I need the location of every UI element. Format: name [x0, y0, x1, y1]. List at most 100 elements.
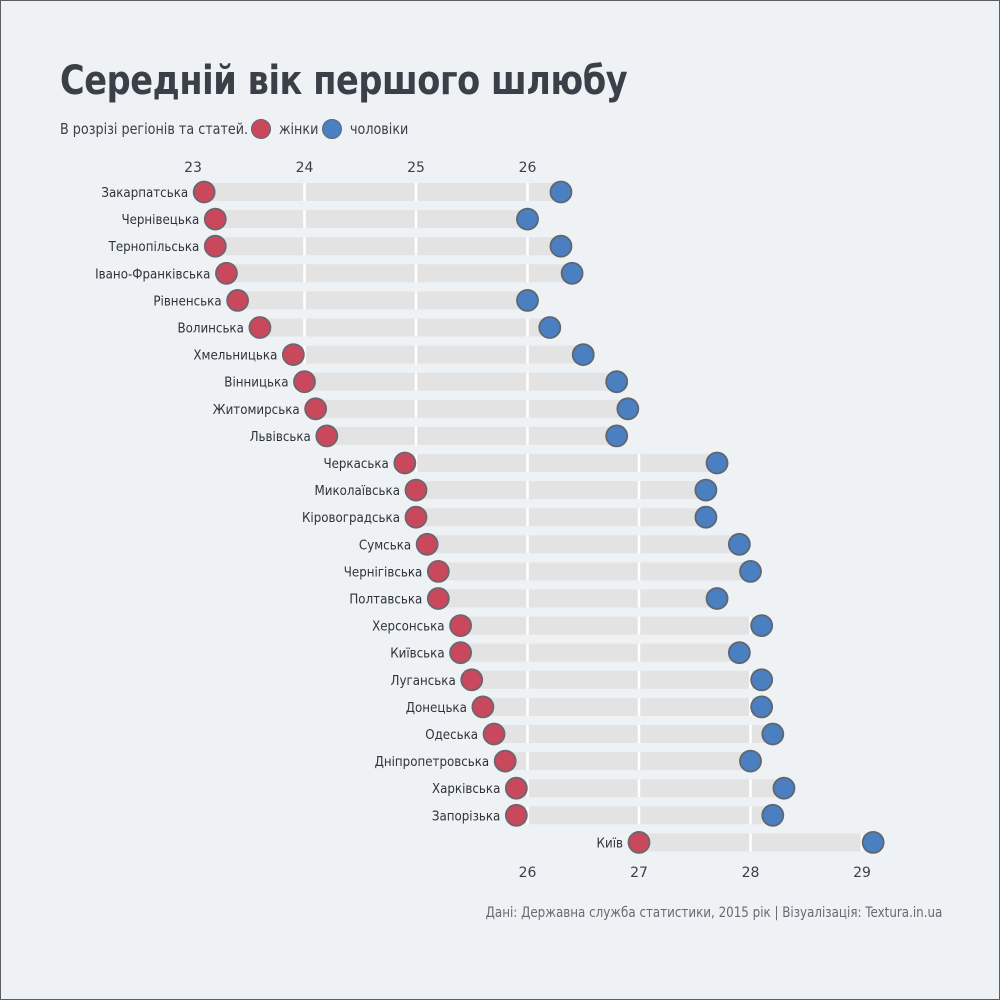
women-dot: [504, 776, 528, 800]
range-bar: [516, 779, 784, 798]
men-dot: [772, 776, 796, 800]
range-bar: [304, 372, 617, 391]
region-label: Волинська: [177, 320, 243, 336]
women-dot: [226, 288, 250, 312]
men-dot: [861, 831, 885, 854]
range-bar: [215, 237, 561, 256]
women-dot: [404, 478, 428, 502]
region-label: Закарпатська: [101, 184, 188, 200]
range-bar: [259, 318, 550, 337]
range-bar: [438, 562, 751, 581]
bottom-axis-tick: 29: [853, 865, 871, 881]
region-label: Тернопільська: [108, 238, 200, 254]
range-bar: [315, 399, 628, 418]
range-bar: [494, 725, 773, 743]
range-bar: [215, 210, 528, 229]
bottom-axis-tick: 26: [519, 865, 537, 881]
legend-item-women: жінки: [251, 119, 325, 139]
range-bar: [427, 535, 740, 554]
men-dot: [705, 451, 729, 475]
range-bar: [471, 670, 762, 689]
range-bar: [505, 752, 751, 771]
women-dot: [304, 397, 328, 421]
women-dot: [281, 343, 305, 367]
top-axis-tick: 26: [519, 160, 537, 176]
men-dot: [727, 532, 751, 556]
legend-label-women: жінки: [279, 120, 319, 138]
range-bar: [416, 481, 706, 500]
region-label: Київ: [597, 835, 623, 851]
women-dot: [192, 180, 216, 204]
men-dot: [761, 803, 785, 827]
range-bar: [460, 616, 762, 635]
women-dot: [215, 261, 238, 285]
men-dot: [727, 641, 751, 665]
axis-ticks: 23 24 25 26 26 27 28 29: [184, 160, 871, 881]
range-bar: [416, 508, 706, 527]
women-dot: [471, 695, 495, 719]
men-dot: [549, 180, 573, 204]
region-label: Житомирська: [213, 401, 300, 417]
region-label: Чернігівська: [344, 564, 423, 580]
range-bar: [226, 264, 573, 283]
men-dot: [571, 343, 595, 367]
region-label: Херсонська: [372, 618, 444, 634]
range-bar: [639, 833, 874, 852]
dots-group: [192, 180, 885, 854]
range-bar: [482, 697, 762, 716]
men-dot: [605, 370, 629, 394]
men-dot: [538, 316, 562, 339]
men-dot: [605, 424, 629, 448]
range-bar: [326, 426, 617, 445]
women-dot: [482, 722, 506, 746]
top-axis-tick: 23: [184, 160, 202, 176]
region-label: Дніпропетровська: [375, 753, 490, 769]
region-label: Харківська: [432, 780, 500, 796]
source-note: Дані: Державна служба статистики, 2015 р…: [485, 905, 942, 921]
top-axis-tick: 24: [296, 160, 314, 176]
women-dot: [248, 316, 272, 339]
region-label: Чернівецька: [121, 211, 199, 227]
legend-dot-men: [321, 119, 342, 139]
men-dot: [750, 614, 774, 637]
men-dot: [750, 695, 774, 719]
range-bar: [404, 454, 718, 472]
men-dot: [549, 234, 573, 258]
women-dot: [449, 641, 473, 665]
labels-group: Закарпатська Чернівецька Тернопільська Іван…: [95, 184, 623, 850]
women-dot: [393, 451, 417, 475]
region-label: Черкаська: [323, 455, 388, 471]
region-label: Львівська: [250, 428, 311, 444]
women-dot: [449, 614, 473, 637]
women-dot: [315, 424, 339, 448]
men-dot: [750, 668, 774, 692]
men-dot: [694, 505, 718, 529]
women-dot: [203, 207, 227, 231]
range-bar: [204, 183, 561, 201]
women-dot: [203, 234, 227, 258]
bars-group: [204, 183, 874, 852]
region-label: Полтавська: [349, 591, 422, 607]
region-label: Кіровоградська: [302, 509, 400, 525]
men-dot: [516, 288, 539, 312]
top-axis-tick: 25: [407, 160, 425, 176]
legend-item-men: чоловіки: [321, 119, 419, 139]
range-bar: [460, 643, 740, 662]
women-dot: [426, 560, 450, 583]
region-label: Івано-Франківська: [95, 266, 210, 282]
region-label: Луганська: [391, 672, 456, 688]
women-dot: [293, 370, 316, 394]
men-dot: [761, 722, 785, 746]
bottom-axis-tick: 28: [742, 865, 760, 881]
subtitle-legend-row: В розрізі регіонів та статей. жінки чоло…: [60, 116, 418, 142]
range-bar: [438, 589, 718, 608]
women-dot: [627, 831, 651, 854]
men-dot: [516, 207, 539, 231]
men-dot: [560, 261, 584, 285]
chart-subtitle: В розрізі регіонів та статей.: [60, 120, 249, 138]
women-dot: [426, 587, 450, 610]
range-bar: [293, 345, 584, 364]
women-dot: [504, 803, 528, 827]
women-dot: [493, 749, 517, 773]
